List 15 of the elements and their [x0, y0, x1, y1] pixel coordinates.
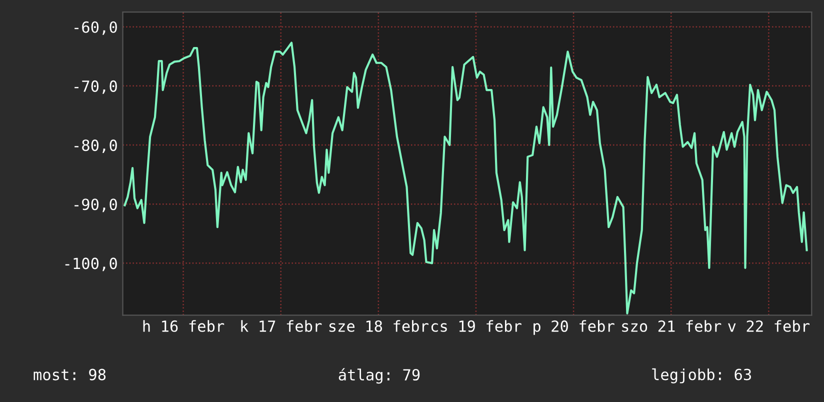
y-tick-label: -60,0 — [74, 21, 117, 35]
y-tick-label: -90,0 — [74, 198, 117, 212]
text: legjobb: 63 — [652, 368, 751, 384]
x-tick-label: k 17 febr — [241, 320, 322, 332]
y-tick-label: -100,0 — [65, 258, 117, 272]
x-tick-label: sze 18 febr — [329, 320, 428, 332]
text: átlag: 79 — [338, 368, 420, 384]
x-tick-label: cs 19 febr — [431, 320, 522, 332]
y-tick-label: -80,0 — [74, 140, 117, 153]
x-tick-label: v 22 febr — [728, 320, 810, 332]
x-tick-label: szo 21 febr — [622, 320, 722, 332]
y-tick-label: -70,0 — [74, 80, 117, 94]
x-tick-label: h 16 febr — [143, 320, 224, 332]
text: most: 98 — [34, 368, 106, 380]
x-tick-label: p 20 febr — [534, 320, 614, 335]
